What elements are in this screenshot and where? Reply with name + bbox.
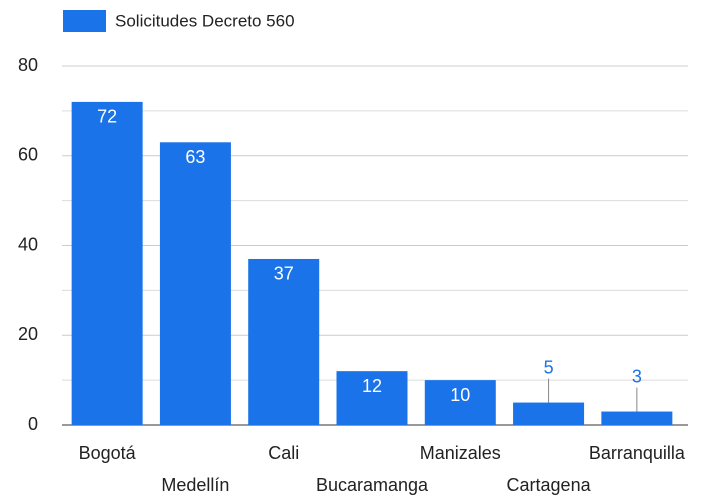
bar <box>336 371 408 425</box>
y-tick-label: 0 <box>28 414 38 434</box>
y-tick-label: 80 <box>18 55 38 75</box>
x-tick-label: Barranquilla <box>589 443 686 463</box>
x-tick-label: Cartagena <box>507 475 592 495</box>
bar <box>513 402 585 425</box>
bar <box>71 101 143 426</box>
bar <box>601 411 673 425</box>
x-tick-label: Bucaramanga <box>316 475 429 495</box>
x-tick-label: Bogotá <box>79 443 137 463</box>
bar <box>424 380 496 425</box>
y-tick-label: 40 <box>18 234 38 254</box>
y-tick-label: 20 <box>18 324 38 344</box>
data-label: 5 <box>544 357 554 377</box>
legend-swatch <box>63 10 106 32</box>
data-label: 72 <box>97 107 117 127</box>
y-tick-label: 60 <box>18 145 38 165</box>
x-tick-label: Cali <box>268 443 299 463</box>
bar <box>159 142 231 425</box>
legend-label: Solicitudes Decreto 560 <box>115 11 295 30</box>
data-label: 12 <box>362 376 382 396</box>
x-tick-label: Manizales <box>420 443 501 463</box>
x-tick-label: Medellín <box>161 475 229 495</box>
data-label: 63 <box>185 147 205 167</box>
data-label: 10 <box>450 385 470 405</box>
data-label: 37 <box>274 264 294 284</box>
bar <box>248 258 320 425</box>
data-label: 3 <box>632 366 642 386</box>
